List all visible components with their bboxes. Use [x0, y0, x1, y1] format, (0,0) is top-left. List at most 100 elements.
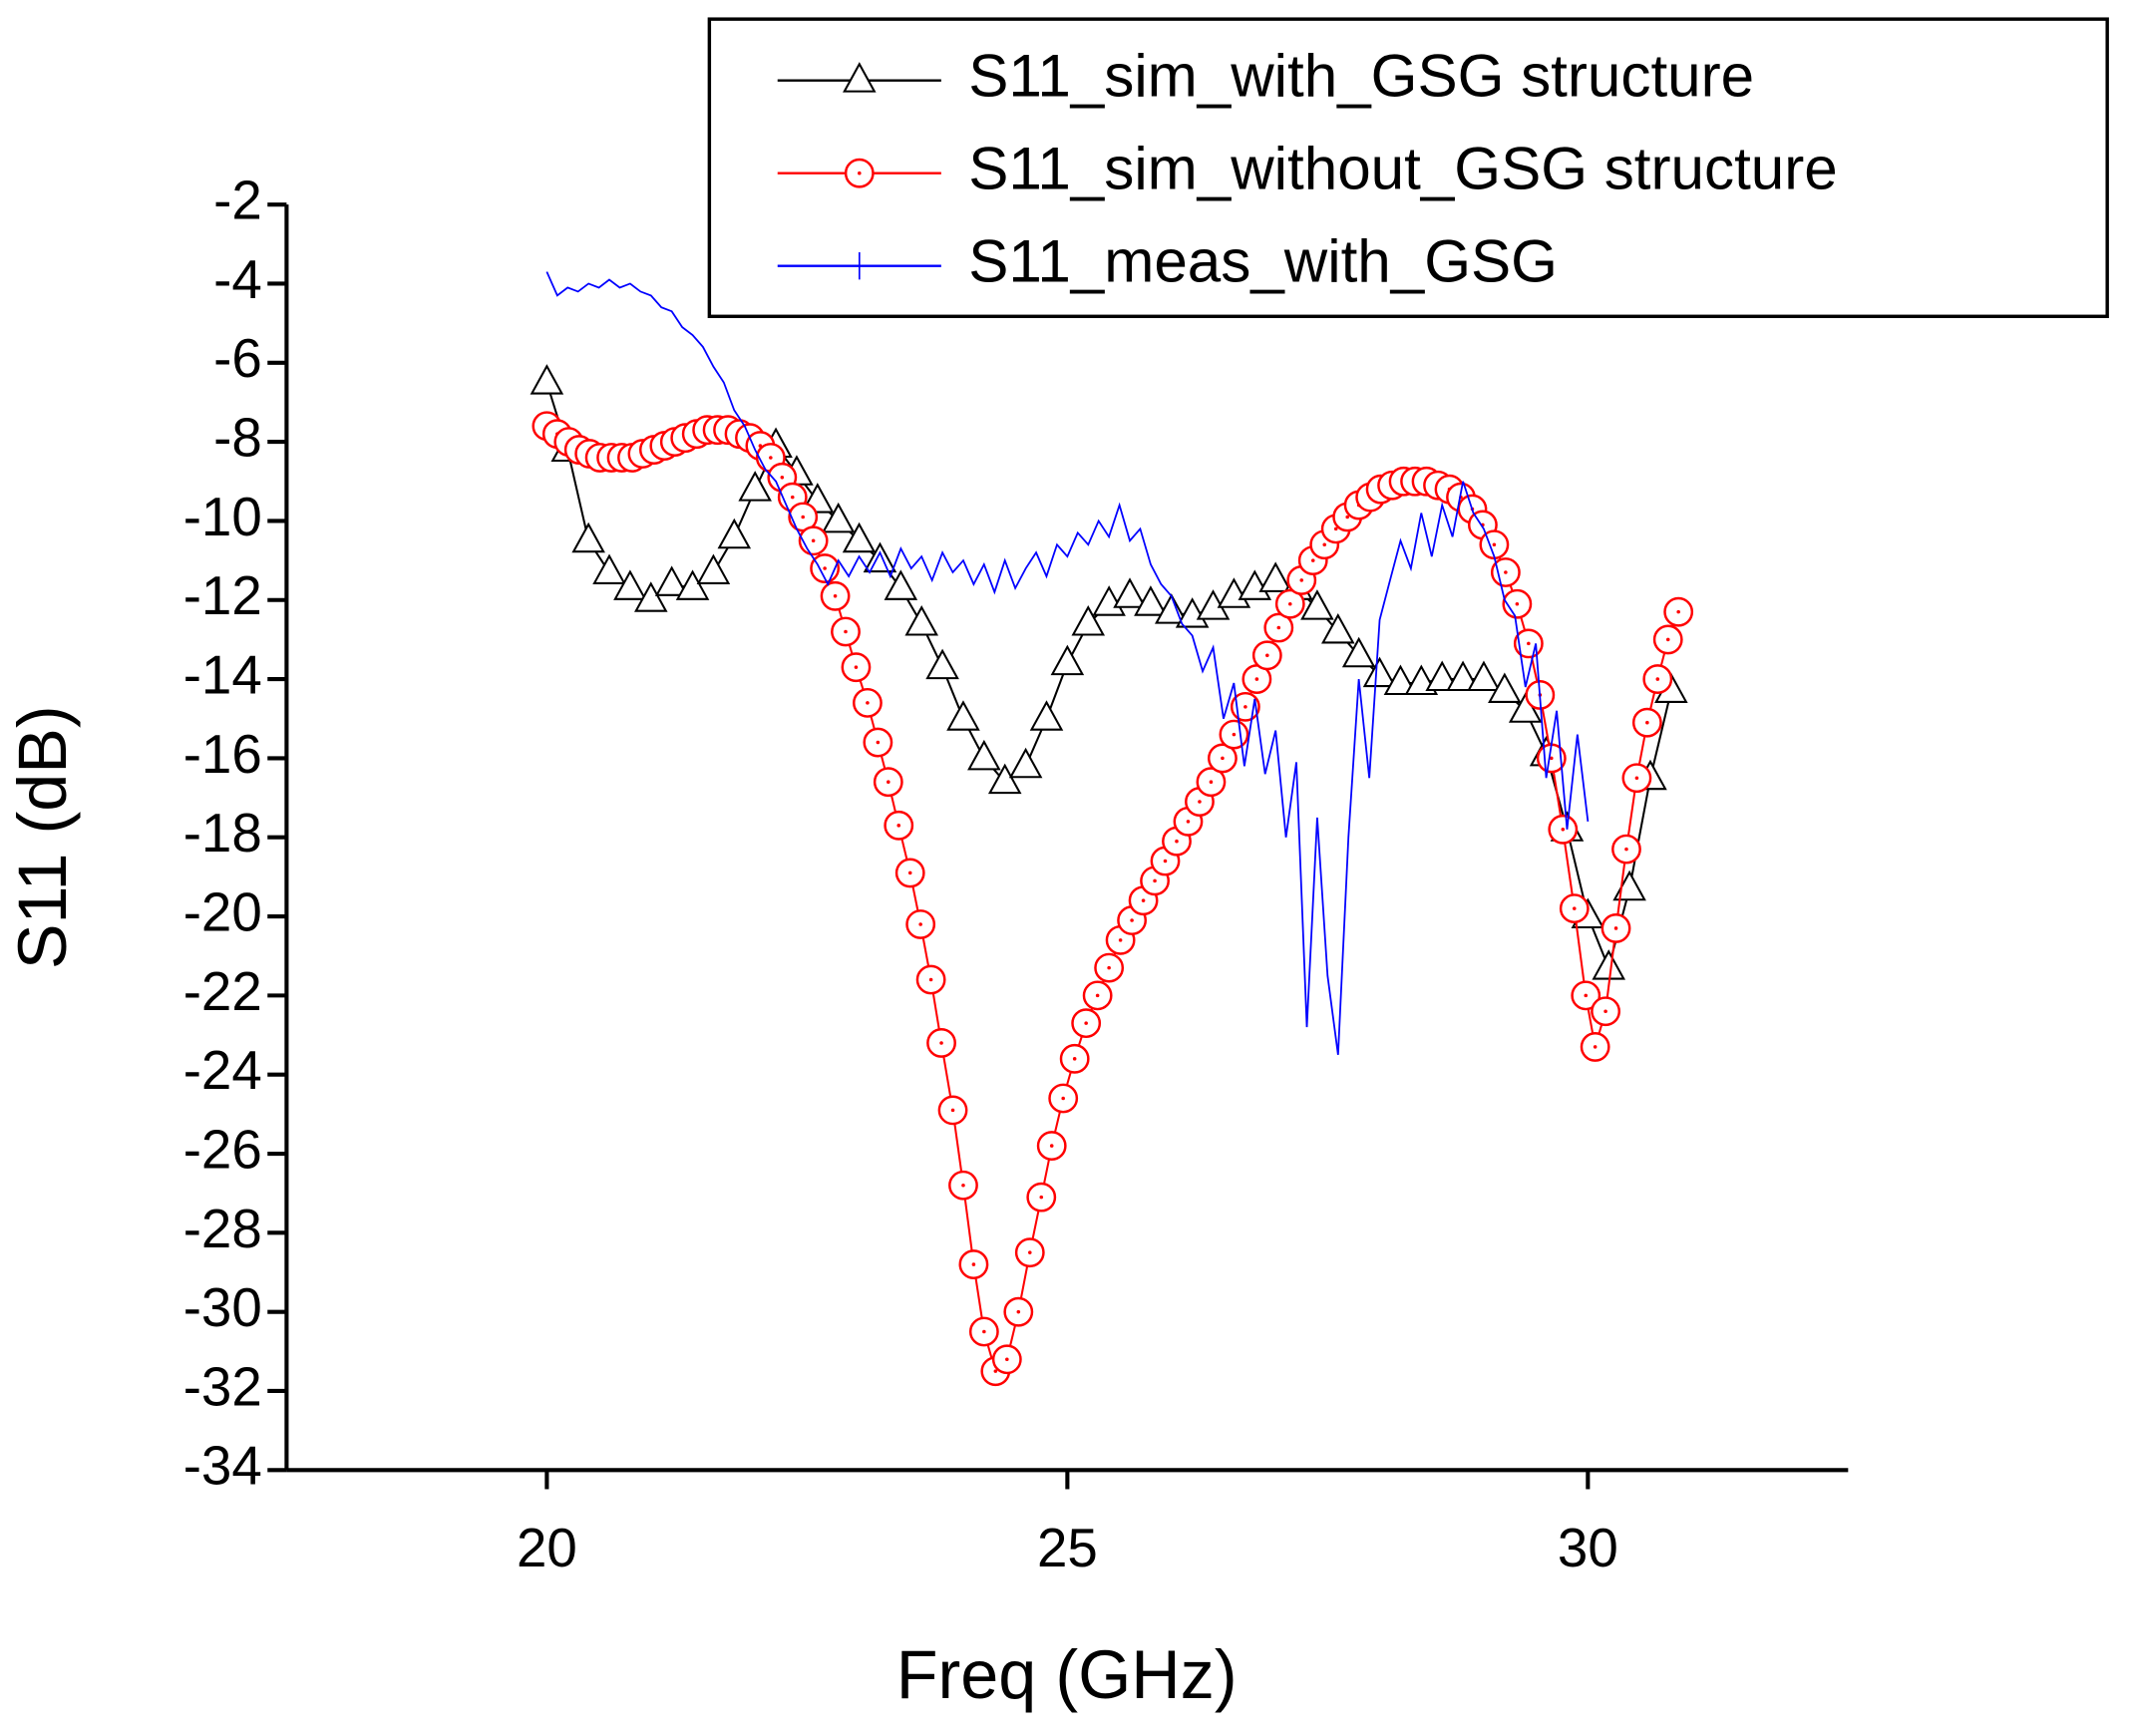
marker-triangle [1134, 585, 1168, 616]
marker-dot [1624, 847, 1628, 852]
marker-circle [788, 502, 819, 532]
marker-circle [1652, 624, 1683, 655]
marker-circle [873, 767, 903, 798]
marker-circle [844, 158, 875, 188]
marker-circle [1014, 1237, 1045, 1268]
marker-circle [1071, 1008, 1102, 1039]
marker-triangle [592, 553, 626, 584]
marker-dot [1593, 1045, 1598, 1049]
marker-circle [991, 1344, 1022, 1375]
marker-dot [982, 1329, 986, 1334]
marker-circle [894, 858, 925, 888]
marker-circle [831, 616, 861, 647]
marker-triangle [1446, 660, 1480, 692]
marker-dot [1107, 965, 1111, 970]
x-tick-label: 25 [1037, 1517, 1098, 1578]
marker-circle [968, 1316, 999, 1347]
marker-dot [844, 629, 848, 634]
marker-circle [1094, 952, 1125, 983]
marker-triangle [654, 565, 689, 596]
marker-dot [1049, 1144, 1054, 1148]
marker-dot [801, 515, 805, 520]
y-tick-label: -32 [183, 1355, 262, 1417]
y-tick-label: -20 [183, 881, 262, 943]
marker-dot [1265, 653, 1269, 658]
marker-circle [853, 687, 883, 718]
marker-circle [1274, 588, 1305, 619]
marker-triangle [1113, 577, 1147, 608]
marker-circle [1591, 996, 1621, 1027]
marker-dot [939, 1041, 943, 1045]
marker-triangle [842, 521, 877, 553]
marker-circle [1611, 834, 1641, 865]
marker-dot [928, 977, 933, 982]
marker-dot [1561, 828, 1566, 832]
y-tick-label: -26 [183, 1118, 262, 1180]
marker-dot [918, 922, 922, 926]
legend-label: S11_sim_with_GSG structure [968, 43, 1754, 110]
marker-triangle [1425, 660, 1459, 692]
marker-dot [858, 171, 862, 175]
marker-triangle [696, 553, 731, 584]
marker-dot [1221, 756, 1225, 761]
marker-dot [854, 665, 859, 669]
marker-circle [1208, 743, 1238, 774]
marker-triangle [1612, 869, 1646, 901]
marker-dot [1550, 756, 1554, 761]
legend-label: S11_sim_without_GSG structure [968, 136, 1838, 202]
marker-triangle [821, 502, 856, 533]
marker-dot [1084, 1021, 1088, 1025]
marker-dot [1527, 641, 1531, 646]
y-tick-label: -2 [213, 170, 262, 231]
marker-circle [926, 1028, 956, 1058]
marker-circle [1600, 913, 1631, 943]
marker-dot [1322, 542, 1327, 547]
marker-triangle [1467, 660, 1501, 692]
marker-triangle [613, 569, 647, 600]
marker-circle [1631, 707, 1662, 738]
marker-dot [1005, 1357, 1009, 1362]
marker-dot [876, 740, 881, 745]
y-tick-label: -14 [183, 644, 262, 706]
marker-dot [1163, 859, 1168, 864]
marker-dot [1232, 732, 1237, 737]
marker-dot [1515, 601, 1520, 606]
marker-dot [1287, 601, 1292, 606]
marker-circle [958, 1249, 989, 1279]
marker-circle [1048, 1083, 1079, 1114]
marker-dot [1016, 1309, 1021, 1314]
marker-dot [1676, 609, 1680, 614]
marker-circle [1502, 588, 1533, 619]
marker-dot [1141, 898, 1146, 902]
marker-dot [961, 1183, 965, 1188]
marker-dot [1028, 1250, 1032, 1254]
marker-triangle [925, 648, 959, 680]
marker-triangle [1300, 589, 1334, 620]
marker-triangle [1383, 664, 1418, 696]
y-tick-label: -30 [183, 1276, 262, 1338]
marker-dot [1333, 526, 1338, 531]
marker-dot [1665, 637, 1670, 642]
y-tick-label: -22 [183, 960, 262, 1022]
marker-circle [1196, 767, 1227, 798]
marker-circle [1082, 980, 1113, 1011]
marker-triangle [1508, 692, 1543, 723]
marker-circle [1663, 596, 1694, 627]
marker-dot [1603, 1009, 1607, 1014]
marker-triangle [1029, 700, 1064, 731]
marker-triangle [675, 569, 710, 600]
series-line [545, 271, 1590, 1055]
marker-triangle [1341, 636, 1376, 668]
x-tick-label: 30 [1558, 1517, 1618, 1578]
marker-circle [1642, 664, 1673, 694]
y-tick-label: -12 [183, 564, 262, 626]
marker-circle [915, 964, 946, 995]
marker-dot [1572, 906, 1577, 910]
y-tick-label: -4 [213, 248, 262, 310]
marker-dot [866, 701, 870, 705]
y-tick-label: -34 [183, 1435, 262, 1497]
marker-dot [769, 456, 773, 460]
marker-triangle [1071, 605, 1106, 636]
marker-triangle [843, 62, 877, 93]
